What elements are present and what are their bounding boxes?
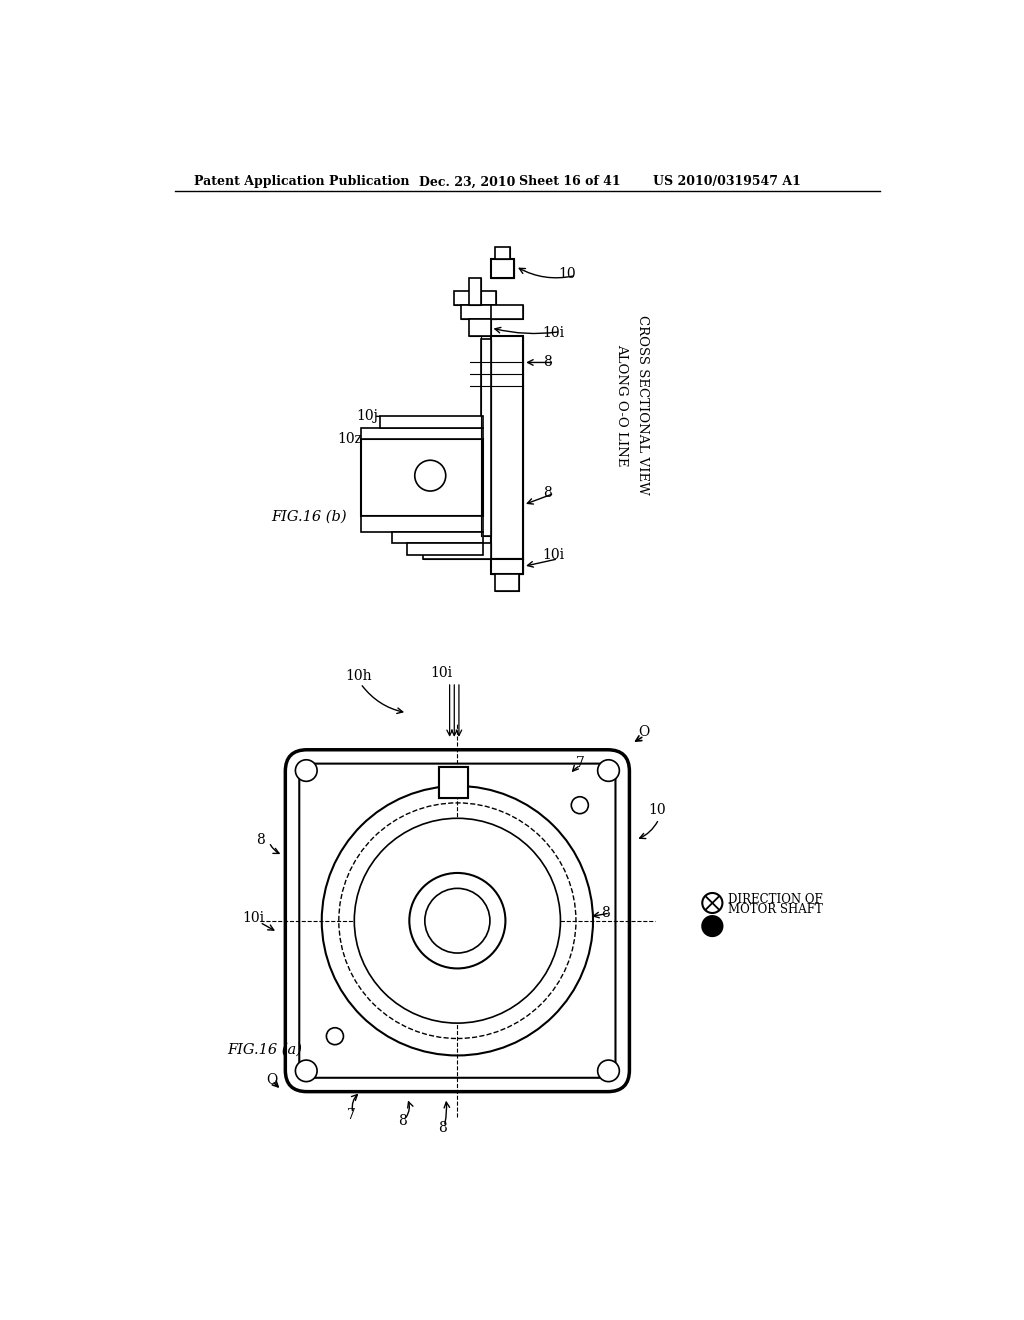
Circle shape [322, 785, 593, 1056]
Bar [469, 318, 490, 335]
Bar [490, 305, 523, 318]
Bar [495, 574, 519, 591]
Bar [490, 335, 523, 558]
Text: 10h: 10h [345, 669, 372, 684]
Circle shape [354, 818, 560, 1023]
Text: 10j: 10j [356, 409, 379, 424]
Circle shape [598, 1060, 620, 1081]
Text: FIG.16 (b): FIG.16 (b) [271, 510, 347, 524]
Text: 8: 8 [256, 833, 264, 846]
Bar [461, 305, 496, 318]
Text: 10z: 10z [337, 433, 362, 446]
Bar [469, 277, 480, 305]
Text: US 2010/0319547 A1: US 2010/0319547 A1 [653, 176, 802, 189]
Text: 7: 7 [575, 755, 585, 770]
Text: Patent Application Publication: Patent Application Publication [194, 176, 410, 189]
Circle shape [295, 1060, 317, 1081]
Text: 10: 10 [558, 267, 575, 281]
Bar [454, 290, 496, 305]
Bar [438, 767, 468, 797]
Bar [495, 247, 510, 259]
Text: 10i: 10i [243, 911, 265, 925]
Circle shape [410, 873, 506, 969]
Text: DIRECTION OF: DIRECTION OF [728, 894, 822, 907]
Bar [495, 247, 510, 259]
Text: 10i: 10i [543, 326, 565, 341]
Bar [360, 440, 483, 516]
Bar [490, 558, 523, 574]
Circle shape [295, 760, 317, 781]
Bar [438, 767, 468, 797]
Bar [454, 290, 496, 305]
Text: 10i: 10i [543, 548, 565, 562]
Text: 8: 8 [397, 1114, 407, 1127]
Bar [407, 544, 483, 554]
Circle shape [327, 1028, 343, 1044]
Text: 7: 7 [346, 1109, 355, 1122]
Bar [380, 416, 483, 428]
Circle shape [339, 803, 575, 1039]
Bar [469, 277, 480, 305]
Bar [490, 259, 514, 277]
Text: 8: 8 [601, 906, 609, 920]
FancyBboxPatch shape [299, 763, 615, 1077]
Bar [423, 544, 490, 558]
Circle shape [415, 461, 445, 491]
Text: 8: 8 [543, 355, 551, 370]
Circle shape [702, 894, 722, 913]
Bar [480, 339, 490, 536]
Bar [469, 318, 490, 335]
Bar [495, 574, 519, 591]
Bar [490, 335, 523, 558]
Bar [423, 544, 490, 558]
Text: CROSS SECTIONAL VIEW
ALONG O-O LINE: CROSS SECTIONAL VIEW ALONG O-O LINE [614, 315, 649, 495]
Circle shape [425, 888, 489, 953]
Text: O: O [638, 725, 649, 739]
Circle shape [571, 797, 589, 813]
Bar [490, 305, 523, 318]
Bar [490, 259, 514, 277]
Circle shape [702, 916, 722, 936]
Text: Sheet 16 of 41: Sheet 16 of 41 [519, 176, 621, 189]
Circle shape [598, 760, 620, 781]
Text: Dec. 23, 2010: Dec. 23, 2010 [419, 176, 515, 189]
Text: 10i: 10i [430, 667, 453, 680]
Bar [490, 558, 523, 574]
FancyBboxPatch shape [286, 750, 630, 1092]
Bar [480, 339, 490, 536]
Bar [391, 532, 483, 544]
Text: O: O [266, 1073, 278, 1086]
Bar [360, 428, 483, 440]
Text: FIG.16 (a): FIG.16 (a) [227, 1043, 302, 1057]
Text: 8: 8 [438, 1122, 446, 1135]
Text: MOTOR SHAFT: MOTOR SHAFT [728, 903, 822, 916]
Text: 8: 8 [543, 486, 551, 500]
Text: 10: 10 [649, 804, 667, 817]
Bar [461, 305, 496, 318]
Bar [360, 516, 483, 532]
